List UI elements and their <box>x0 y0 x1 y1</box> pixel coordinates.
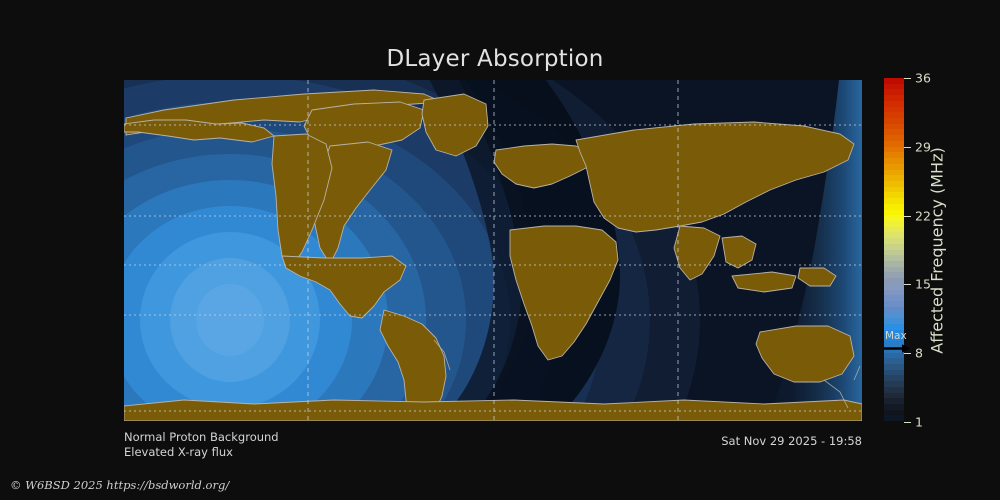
gridlines <box>124 80 862 421</box>
colorbar-band <box>884 409 904 416</box>
copyright-notice: © W6BSD 2025 https://bsdworld.org/ <box>10 478 230 492</box>
colorbar-band <box>884 403 904 410</box>
colorbar-band <box>884 238 904 244</box>
colorbar-band <box>884 186 904 193</box>
colorbar[interactable] <box>884 78 904 422</box>
page-title: DLayer Absorption <box>386 46 604 72</box>
colorbar-axis-label: Affected Frequency (MHz) <box>922 78 952 422</box>
colorbar-band <box>884 180 904 187</box>
colorbar-band <box>884 375 904 382</box>
colorbar-band <box>884 341 904 347</box>
coastlines <box>433 339 861 409</box>
colorbar-band <box>884 369 904 376</box>
colorbar-band <box>884 363 904 370</box>
colorbar-band <box>884 323 904 330</box>
colorbar-band <box>884 89 904 96</box>
colorbar-tick-label: 8 <box>915 345 923 361</box>
colorbar-band <box>884 398 904 404</box>
colorbar-band <box>884 232 904 239</box>
colorbar-tick-mark <box>904 422 911 423</box>
colorbar-band <box>884 255 904 261</box>
colorbar-band <box>884 135 904 141</box>
colorbar-band <box>884 192 904 199</box>
colorbar-tick-label: 1 <box>915 414 923 430</box>
colorbar-band <box>884 163 904 170</box>
colorbar-tick-mark <box>904 353 911 355</box>
colorbar-band <box>884 95 904 101</box>
colorbar-ticks: 36 29 22 15 8 1 <box>904 71 964 430</box>
colorbar-tick-label: 36 <box>915 70 931 86</box>
colorbar-tick-mark <box>904 284 911 286</box>
colorbar-max-marker: Max <box>884 330 910 355</box>
colorbar-tick-mark <box>904 78 911 79</box>
colorbar-band <box>884 220 904 227</box>
colorbar-tick-label: 22 <box>915 208 931 224</box>
colorbar-band <box>884 306 904 313</box>
colorbar-band <box>884 335 904 342</box>
colorbar-band <box>884 329 904 336</box>
colorbar-band <box>884 261 904 267</box>
colorbar-band <box>884 352 904 359</box>
colorbar-band <box>884 158 904 164</box>
colorbar-band <box>884 203 904 210</box>
colorbar-band <box>884 226 904 233</box>
colorbar-band <box>884 301 904 307</box>
colorbar-tick-label: 29 <box>915 139 931 155</box>
colorbar-band <box>884 381 904 387</box>
colorbar-band <box>884 283 904 290</box>
colorbar-band <box>884 118 904 124</box>
colorbar-band <box>884 295 904 302</box>
colorbar-band <box>884 272 904 279</box>
colorbar-band <box>884 249 904 256</box>
colorbar-band <box>884 175 904 181</box>
timestamp: Sat Nov 29 2025 - 19:58 <box>721 434 862 448</box>
colorbar-band <box>884 209 904 216</box>
colorbar-band <box>884 100 904 107</box>
colorbar-band <box>884 266 904 273</box>
proton-status-note: Normal Proton Background <box>124 430 279 444</box>
colorbar-band <box>884 358 904 364</box>
colorbar-band <box>884 215 904 221</box>
colorbar-band <box>884 140 904 147</box>
colorbar-band <box>884 243 904 250</box>
colorbar-band <box>884 318 904 324</box>
colorbar-band <box>884 386 904 393</box>
max-marker-label: Max <box>885 330 907 343</box>
colorbar-band <box>884 312 904 319</box>
colorbar-tick-label: 15 <box>915 276 931 292</box>
xray-status-note: Elevated X-ray flux <box>124 445 233 459</box>
colorbar-band <box>884 152 904 159</box>
colorbar-band <box>884 278 904 284</box>
colorbar-band <box>884 83 904 90</box>
colorbar-tick-mark <box>904 146 911 148</box>
colorbar-band <box>884 289 904 296</box>
colorbar-band <box>884 106 904 113</box>
colorbar-band <box>884 129 904 136</box>
map-svg <box>124 80 862 421</box>
colorbar-band <box>884 146 904 153</box>
colorbar-band <box>884 112 904 119</box>
colorbar-band <box>884 392 904 399</box>
max-arrow-icon <box>884 344 910 354</box>
world-map-panel[interactable] <box>124 80 862 421</box>
colorbar-band <box>884 169 904 176</box>
colorbar-band <box>884 415 904 422</box>
colorbar-tick-mark <box>904 215 911 217</box>
colorbar-band <box>884 198 904 204</box>
colorbar-band <box>884 78 904 84</box>
colorbar-axis-label-text: Affected Frequency (MHz) <box>927 146 947 354</box>
colorbar-band <box>884 123 904 130</box>
